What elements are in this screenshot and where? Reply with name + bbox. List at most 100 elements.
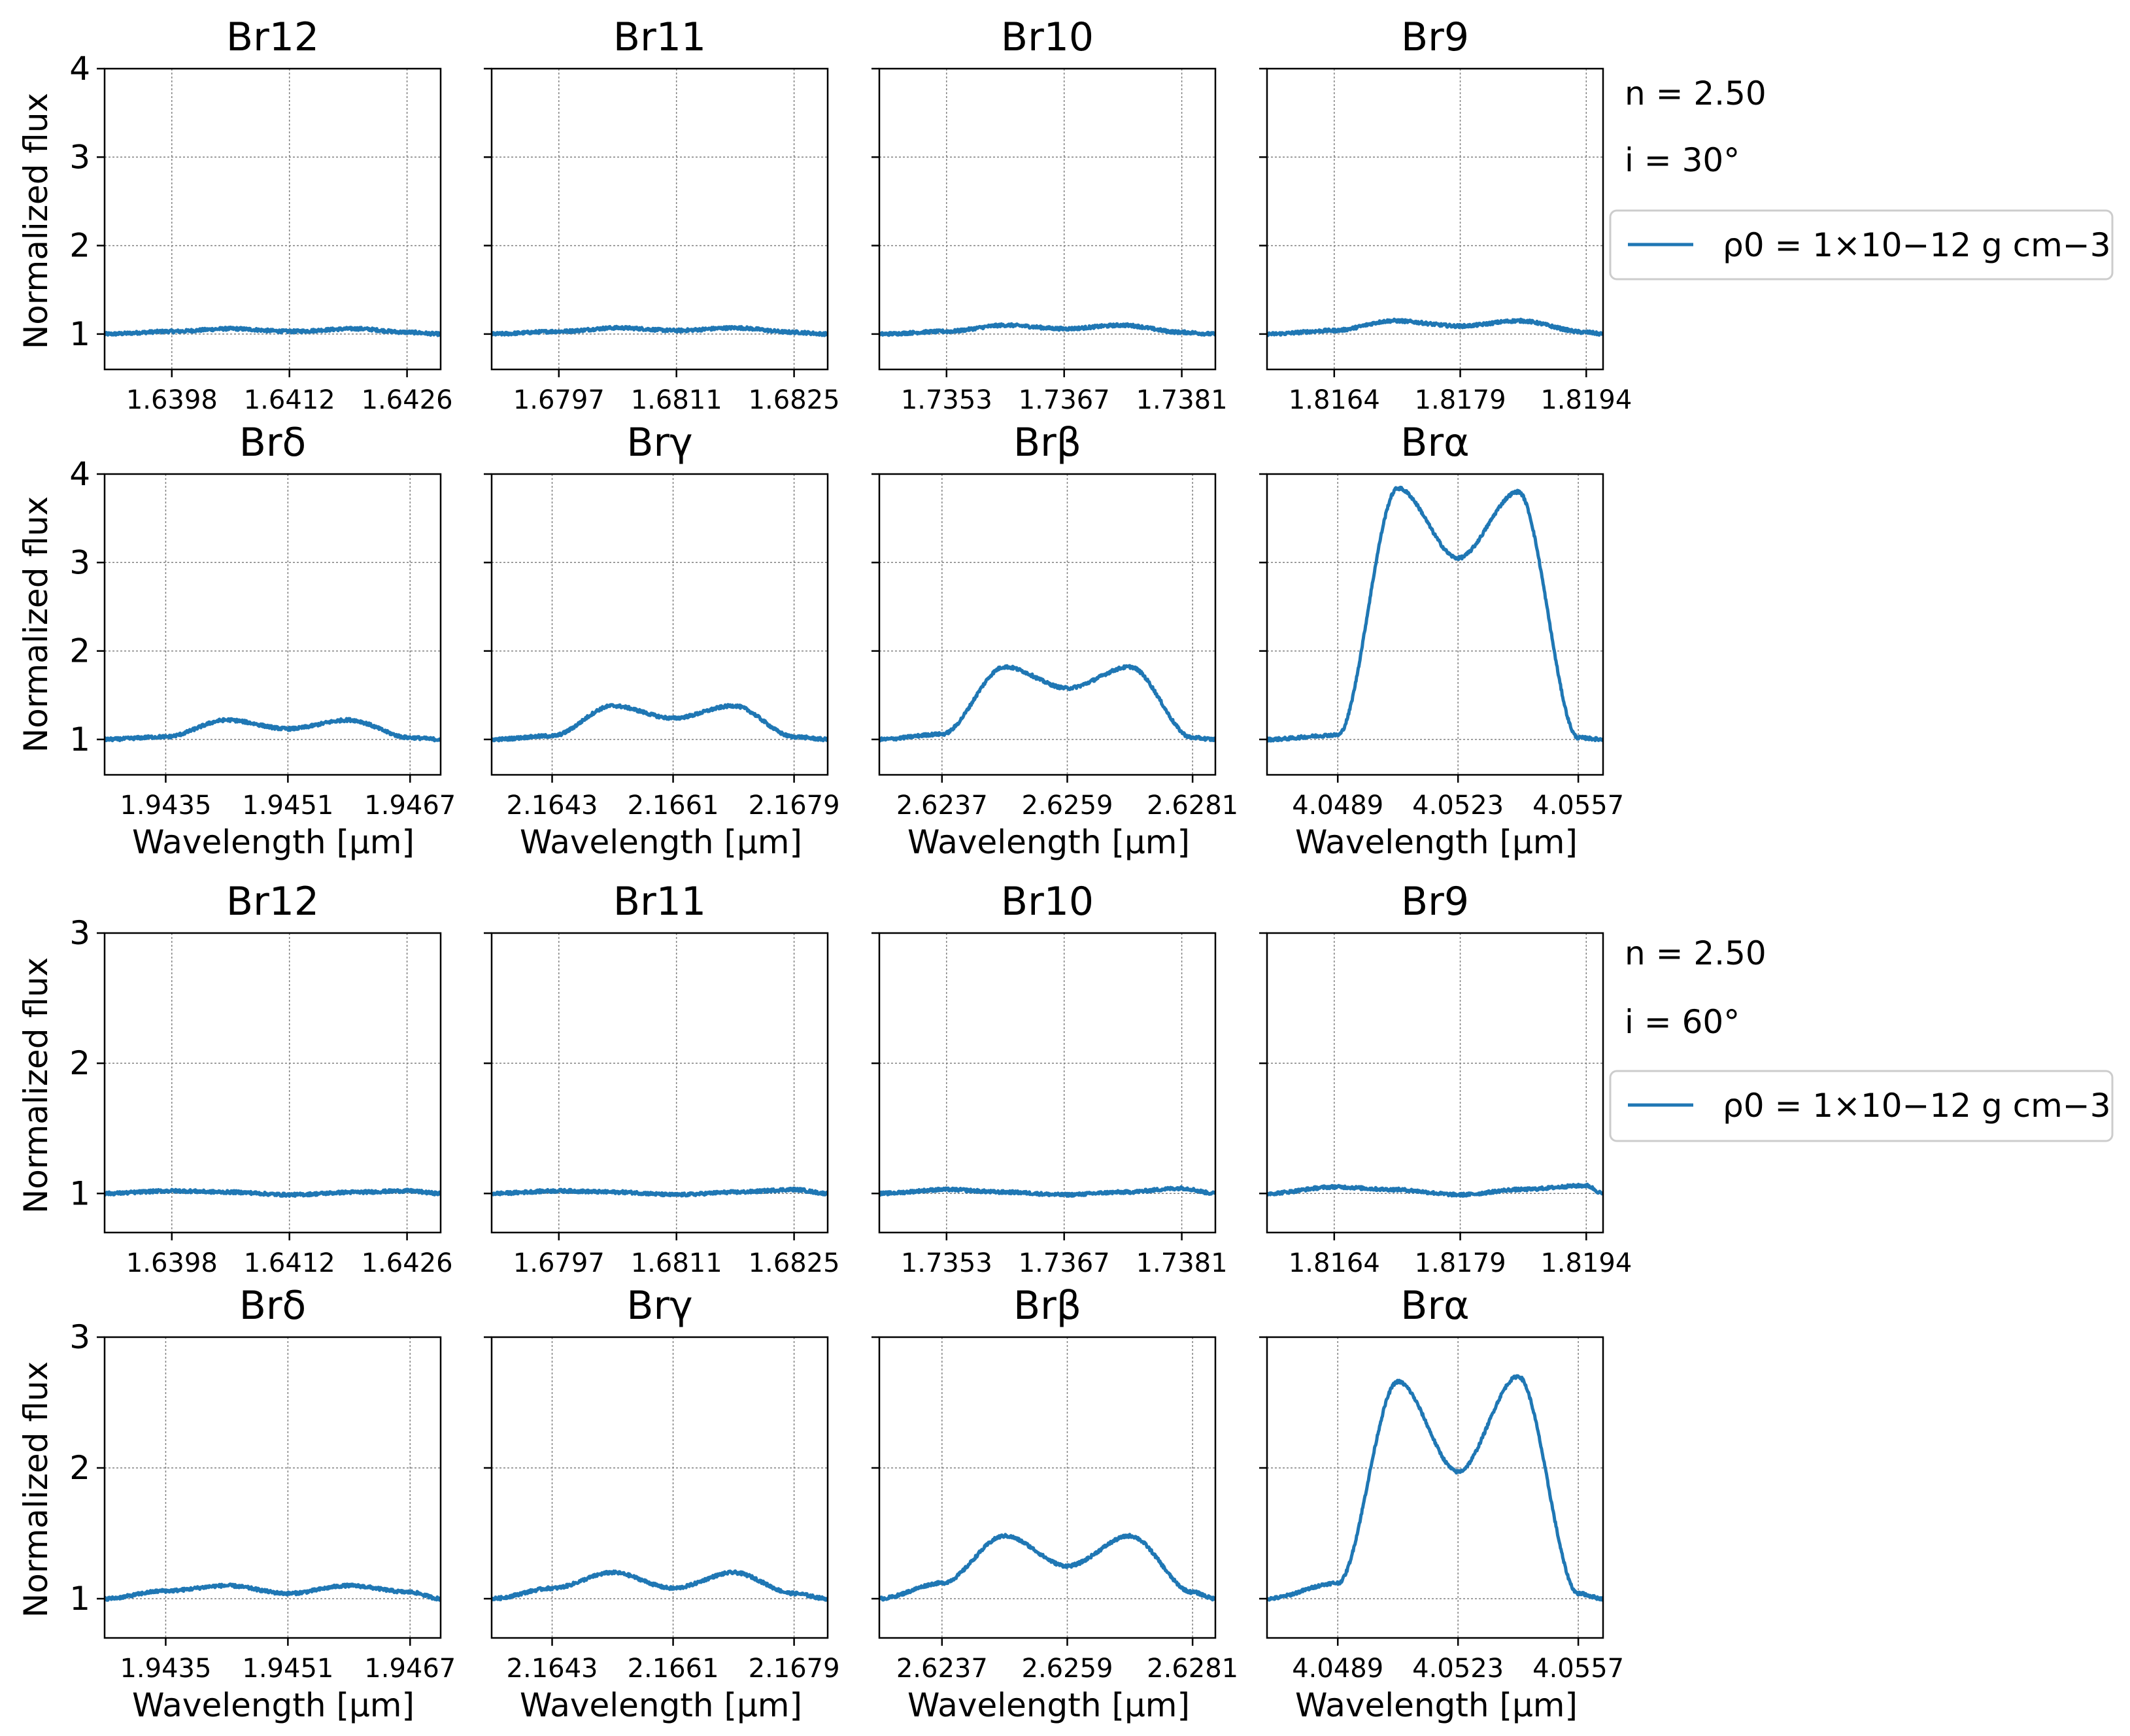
series-line <box>105 1582 441 1602</box>
panel-title: Brα <box>1400 420 1469 466</box>
x-tick-label: 1.9467 <box>364 791 456 821</box>
panel-frame <box>878 932 1217 1234</box>
series-line <box>492 324 828 337</box>
y-tick-label: 3 <box>69 138 90 176</box>
panel-frame <box>490 67 829 371</box>
panels-layer: Br12 1 2 3 4 1.6398 1.6412 1.6426 Br11 1.6797 1.68… <box>69 14 1632 1684</box>
legend-block-1: ρ0 = 1×10−12 g cm−3 <box>1609 209 2114 281</box>
x-tick-label: 1.9435 <box>120 1654 211 1684</box>
x-tick-label: 1.6412 <box>244 385 335 415</box>
xlabel-row2-col4: Wavelength [μm] <box>1295 823 1578 861</box>
xlabel-row4-col3: Wavelength [μm] <box>907 1686 1190 1724</box>
series-line <box>105 717 441 743</box>
series-line <box>1267 1374 1603 1602</box>
panel-10: Br11 1.6797 1.6811 1.6825 <box>484 879 840 1278</box>
x-tick-label: 1.7381 <box>1136 385 1228 415</box>
panel-5: Brδ 1 2 3 4 1.9435 1.9451 1.9467 <box>69 420 456 821</box>
x-tick-label: 4.0489 <box>1292 1654 1383 1684</box>
panel-frame <box>103 1336 442 1639</box>
panel-6: Brγ 2.1643 2.1661 2.1679 <box>484 420 840 821</box>
y-tick-label: 4 <box>69 50 90 88</box>
panel-frame <box>1266 1336 1604 1639</box>
series-line <box>492 703 828 743</box>
panel-frame <box>103 67 442 371</box>
x-tick-label: 2.6237 <box>896 791 988 821</box>
x-tick-label: 1.7367 <box>1019 385 1110 415</box>
panel-title: Brα <box>1400 1283 1469 1329</box>
x-tick-label: 1.6797 <box>513 1248 605 1278</box>
x-tick-label: 2.1661 <box>628 791 719 821</box>
panel-title: Br12 <box>226 879 319 925</box>
x-tick-label: 2.1643 <box>507 1654 598 1684</box>
x-tick-label: 1.9467 <box>364 1654 456 1684</box>
x-tick-label: 2.6281 <box>1147 1654 1238 1684</box>
annotation-i-block-1: i = 30° <box>1625 141 1740 179</box>
xlabel-row4-col2: Wavelength [μm] <box>520 1686 802 1724</box>
x-tick-label: 1.8194 <box>1540 1248 1632 1278</box>
x-tick-label: 1.6825 <box>749 385 840 415</box>
panel-7: Brβ 2.6237 2.6259 2.6281 <box>871 420 1238 821</box>
annotation-i-block-2: i = 60° <box>1625 1003 1740 1041</box>
panel-frame <box>1266 932 1604 1234</box>
panel-frame <box>878 1336 1217 1639</box>
series-line <box>105 1187 441 1198</box>
x-tick-label: 4.0523 <box>1412 791 1504 821</box>
series-line <box>879 1533 1215 1602</box>
series-line <box>492 1569 828 1602</box>
panel-title: Br9 <box>1401 879 1469 925</box>
panel-frame <box>490 473 829 776</box>
x-tick-label: 1.8164 <box>1289 1248 1380 1278</box>
panel-frame <box>1266 67 1604 371</box>
panel-title: Br10 <box>1001 879 1094 925</box>
series-line <box>492 1186 828 1198</box>
series-line <box>879 664 1215 743</box>
x-tick-label: 1.7353 <box>901 385 992 415</box>
panel-11: Br10 1.7353 1.7367 1.7381 <box>871 879 1228 1278</box>
panel-14: Brγ 2.1643 2.1661 2.1679 <box>484 1283 840 1684</box>
y-tick-label: 3 <box>69 914 90 952</box>
x-tick-label: 1.8194 <box>1540 385 1632 415</box>
panel-title: Br11 <box>613 14 706 60</box>
x-tick-label: 4.0557 <box>1532 791 1624 821</box>
panel-title: Brγ <box>626 420 692 466</box>
ylabel-row-3: Normalized flux <box>17 957 55 1214</box>
series-line <box>1267 317 1603 337</box>
xlabel-row4-col4: Wavelength [μm] <box>1295 1686 1578 1724</box>
panel-frame <box>103 932 442 1234</box>
x-tick-label: 2.1679 <box>749 1654 840 1684</box>
y-tick-label: 1 <box>69 1174 90 1212</box>
x-tick-label: 1.6412 <box>244 1248 335 1278</box>
xlabel-row4-col1: Wavelength [μm] <box>132 1686 414 1724</box>
x-tick-label: 1.6426 <box>362 385 453 415</box>
panel-12: Br9 1.8164 1.8179 1.8194 <box>1259 879 1632 1278</box>
x-tick-label: 1.9435 <box>120 791 211 821</box>
panel-16: Brα 4.0489 4.0523 4.0557 <box>1259 1283 1624 1684</box>
panel-15: Brβ 2.6237 2.6259 2.6281 <box>871 1283 1238 1684</box>
x-tick-label: 2.6259 <box>1022 1654 1113 1684</box>
series-line <box>1267 485 1603 743</box>
panel-title: Brδ <box>239 420 307 466</box>
y-tick-label: 1 <box>69 721 90 758</box>
y-tick-label: 2 <box>69 1044 90 1082</box>
panel-1: Br12 1 2 3 4 1.6398 1.6412 1.6426 <box>69 14 452 415</box>
x-tick-label: 1.6811 <box>631 385 722 415</box>
xlabel-row2-col1: Wavelength [μm] <box>132 823 414 861</box>
x-tick-label: 2.6237 <box>896 1654 988 1684</box>
panel-title: Brδ <box>239 1283 307 1329</box>
x-tick-label: 1.6797 <box>513 385 605 415</box>
x-tick-label: 1.9451 <box>242 1654 333 1684</box>
panel-title: Br10 <box>1001 14 1094 60</box>
panel-title: Brβ <box>1013 1283 1081 1329</box>
y-tick-label: 3 <box>69 1318 90 1356</box>
x-tick-label: 1.6811 <box>631 1248 722 1278</box>
panel-title: Brβ <box>1013 420 1081 466</box>
panel-title: Br12 <box>226 14 319 60</box>
series-line <box>879 322 1215 337</box>
panel-frame <box>1266 473 1604 776</box>
x-tick-label: 1.8164 <box>1289 385 1380 415</box>
series-line <box>105 325 441 337</box>
x-tick-label: 1.6398 <box>126 1248 218 1278</box>
panel-title: Br9 <box>1401 14 1469 60</box>
panel-frame <box>490 932 829 1234</box>
panel-8: Brα 4.0489 4.0523 4.0557 <box>1259 420 1624 821</box>
